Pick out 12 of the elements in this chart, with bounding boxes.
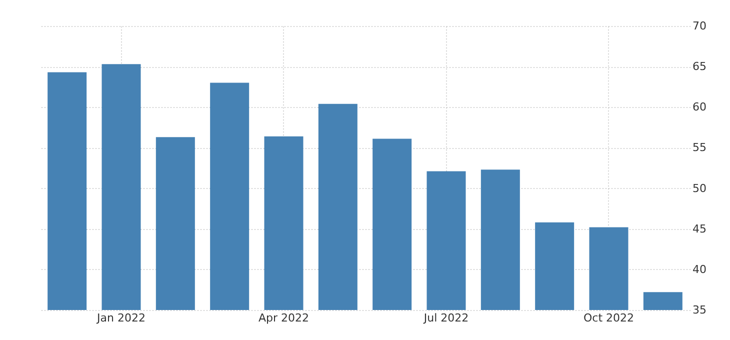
y-tick-label: 35 <box>692 304 706 316</box>
x-tick-label: Jan 2022 <box>96 312 146 324</box>
y-tick-label: 40 <box>692 262 706 276</box>
y-tick-label: 50 <box>692 182 706 195</box>
y-tick-label: 70 <box>692 20 706 32</box>
x-tick-label: Apr 2022 <box>258 312 310 324</box>
y-tick-label: 55 <box>692 141 706 154</box>
y-tick-label: 45 <box>692 222 706 236</box>
x-tick-label: Oct 2022 <box>583 312 634 324</box>
x-tick-label: Jul 2022 <box>422 312 469 324</box>
y-tick-label: 65 <box>692 60 706 74</box>
y-tick-label: 60 <box>692 100 706 114</box>
